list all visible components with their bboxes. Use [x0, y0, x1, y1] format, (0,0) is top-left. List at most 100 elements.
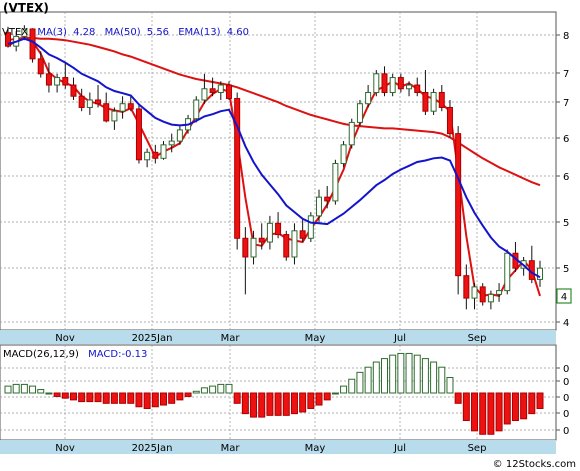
candle-body-down [209, 88, 216, 93]
candle-body-up [496, 290, 503, 295]
candle-body-down [78, 95, 85, 108]
candle-body-up [168, 140, 175, 146]
candle [365, 85, 372, 108]
candle [356, 99, 363, 127]
candle [160, 141, 167, 160]
macd-bar-positive [364, 366, 372, 394]
candle-body-down [152, 151, 159, 159]
macd-bar-positive [4, 385, 12, 394]
macd-bar-positive [421, 358, 429, 394]
candle-body-up [111, 110, 118, 122]
ema13-polyline [7, 37, 541, 279]
candle-body-up [160, 144, 167, 159]
macd-bar-negative [495, 392, 503, 432]
ma50-line [7, 36, 541, 187]
candle-body-up [307, 215, 314, 239]
macd-bar-negative [536, 392, 544, 409]
macd-bar-negative [127, 392, 135, 404]
macd-bar-positive [200, 387, 208, 394]
candle [348, 118, 355, 149]
candle [479, 283, 486, 306]
candle [463, 264, 470, 310]
x-tick-label: Nov [55, 443, 75, 454]
candle-body-down [455, 133, 462, 277]
candle-body-up [266, 222, 273, 243]
candle-body-up [21, 28, 28, 37]
candle [275, 212, 282, 239]
macd-legend: MACD(26,12,9) MACD:-0.13 [3, 349, 147, 360]
candle [135, 103, 142, 164]
macd-panel: 0 0 0 0 0 Nov 2025Jan Mar May Jul Sep MACD(26,12,… [0, 344, 569, 454]
macd-bar-negative [168, 392, 176, 404]
macd-bar-negative [454, 392, 462, 404]
candle-body-down [479, 286, 486, 303]
candle-body-down [45, 73, 52, 86]
macd-bar-negative [160, 392, 168, 406]
macd-tick-label: 0 [563, 426, 569, 437]
candle [103, 92, 110, 123]
macd-bar-negative [258, 392, 266, 418]
candle [414, 77, 421, 97]
candle-body-up [250, 237, 257, 258]
candle [332, 159, 339, 205]
macd-bar-negative [233, 392, 241, 404]
x-tick-label: May [305, 333, 326, 344]
macd-bar-positive [438, 366, 446, 394]
macd-bar-positive [217, 383, 225, 394]
candle-body-down [225, 84, 232, 99]
macd-bar-positive [372, 361, 380, 394]
macd-bar-positive [446, 377, 454, 394]
candle-body-down [324, 196, 331, 202]
svg-text:4: 4 [561, 292, 567, 303]
price-tick-label: 5 [563, 218, 569, 229]
macd-bar-positive [348, 378, 356, 394]
price-y-axis: 8 7 7 6 6 5 5 4 [556, 31, 569, 329]
candle [406, 81, 413, 97]
price-tick-label: 6 [563, 134, 569, 145]
candle-body-up [487, 293, 494, 303]
candle-body-up [54, 77, 61, 86]
macd-tick-label: 0 [563, 393, 569, 404]
candle [111, 107, 118, 130]
macd-bar-negative [274, 392, 282, 416]
candle [70, 77, 77, 100]
candle [299, 219, 306, 243]
macd-bar-negative [110, 392, 118, 404]
macd-bar-positive [209, 385, 217, 394]
macd-bar-positive [192, 390, 200, 394]
macd-bar-negative [323, 392, 331, 401]
price-tick-label: 8 [563, 31, 569, 42]
candle [234, 92, 241, 250]
price-x-axis-band [0, 330, 556, 344]
macd-bar-negative [511, 392, 519, 422]
candle [37, 51, 44, 78]
candle-body-up [537, 267, 543, 280]
candle-body-up [406, 84, 413, 90]
candle [5, 26, 11, 48]
macd-bar-negative [528, 392, 536, 415]
candle-body-down [234, 97, 241, 239]
candle-body-up [176, 129, 183, 142]
price-tick-label: 7 [563, 98, 569, 109]
macd-bar-negative [266, 392, 274, 416]
candle [78, 88, 85, 112]
candle [176, 126, 183, 145]
macd-bar-negative [487, 392, 495, 435]
candle [496, 283, 503, 302]
candle-body-down [299, 230, 306, 239]
chart-title: (VTEX) [3, 1, 49, 15]
candle [340, 141, 347, 168]
candle [438, 85, 445, 112]
candle [209, 77, 216, 97]
x-tick-label: 2025Jan [132, 333, 173, 344]
macd-tick-label: 0 [563, 364, 569, 375]
candle [430, 88, 437, 115]
macd-bar-negative [53, 392, 61, 397]
price-tick-label: 4 [563, 318, 569, 329]
price-x-axis: Nov 2025Jan Mar May Jul Sep [55, 333, 486, 344]
candle-body-down [275, 222, 282, 236]
x-tick-label: Mar [221, 443, 241, 454]
macd-bar-negative [61, 392, 69, 399]
candle [119, 96, 126, 119]
x-tick-label: Nov [55, 333, 75, 344]
